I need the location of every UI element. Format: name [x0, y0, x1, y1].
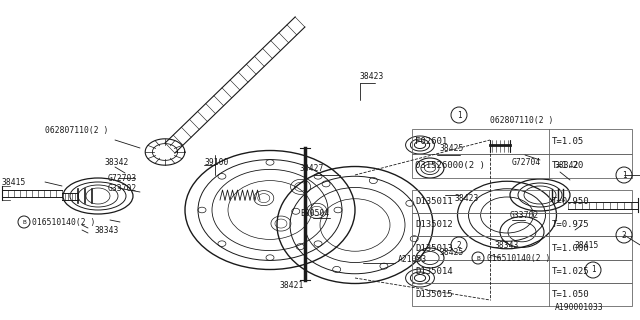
Text: 062807110(2 ): 062807110(2 ) [45, 125, 108, 134]
Text: T=1.025: T=1.025 [552, 267, 589, 276]
Text: 38425: 38425 [440, 143, 465, 153]
Bar [412, 190, 632, 213]
Bar [412, 260, 632, 283]
Text: 38415: 38415 [2, 178, 26, 187]
Text: 1: 1 [591, 266, 595, 275]
Text: 1: 1 [621, 171, 627, 180]
Text: 38342: 38342 [555, 161, 579, 170]
Text: B: B [22, 220, 26, 225]
Text: A21053: A21053 [398, 255, 428, 265]
Bar [412, 213, 632, 236]
Text: D135012: D135012 [415, 220, 452, 229]
Text: 062807110(2 ): 062807110(2 ) [490, 116, 554, 124]
Text: 38421: 38421 [280, 281, 305, 290]
Text: 38425: 38425 [440, 247, 465, 257]
Text: 38427: 38427 [300, 164, 324, 172]
Text: 016510140(2 ): 016510140(2 ) [487, 253, 550, 262]
Text: G72704: G72704 [512, 157, 541, 166]
Text: T=1.050: T=1.050 [552, 290, 589, 299]
Text: B: B [476, 255, 480, 260]
Text: T=0.950: T=0.950 [552, 197, 589, 206]
Text: 2: 2 [621, 230, 627, 239]
Text: G72703: G72703 [108, 173, 137, 182]
Text: E00504: E00504 [300, 209, 329, 218]
Text: 031526000(2 ): 031526000(2 ) [415, 161, 485, 170]
Text: F02601: F02601 [415, 137, 447, 146]
Text: 38342: 38342 [105, 157, 129, 166]
Text: 016510140(2 ): 016510140(2 ) [32, 218, 95, 227]
Bar [412, 236, 632, 260]
Text: T=0.975: T=0.975 [552, 220, 589, 229]
Text: D135015: D135015 [415, 290, 452, 299]
Text: 38423: 38423 [360, 71, 385, 81]
Text: T=1.000: T=1.000 [552, 244, 589, 252]
Bar [412, 129, 632, 154]
Text: G33702: G33702 [510, 211, 540, 220]
Text: D135014: D135014 [415, 267, 452, 276]
Text: 38423: 38423 [455, 194, 479, 203]
Text: 2: 2 [457, 241, 461, 250]
Text: 39100: 39100 [205, 157, 229, 166]
Text: 1: 1 [457, 110, 461, 119]
Bar [412, 154, 632, 178]
Text: 38415: 38415 [575, 241, 600, 250]
Text: D135013: D135013 [415, 244, 452, 252]
Text: A190001033: A190001033 [555, 303, 604, 313]
Text: D135011: D135011 [415, 197, 452, 206]
Text: 38343: 38343 [495, 241, 520, 250]
Text: 38343: 38343 [95, 226, 120, 235]
Bar [412, 283, 632, 306]
Text: T=1.20: T=1.20 [552, 161, 584, 170]
Text: G33702: G33702 [108, 183, 137, 193]
Text: T=1.05: T=1.05 [552, 137, 584, 146]
